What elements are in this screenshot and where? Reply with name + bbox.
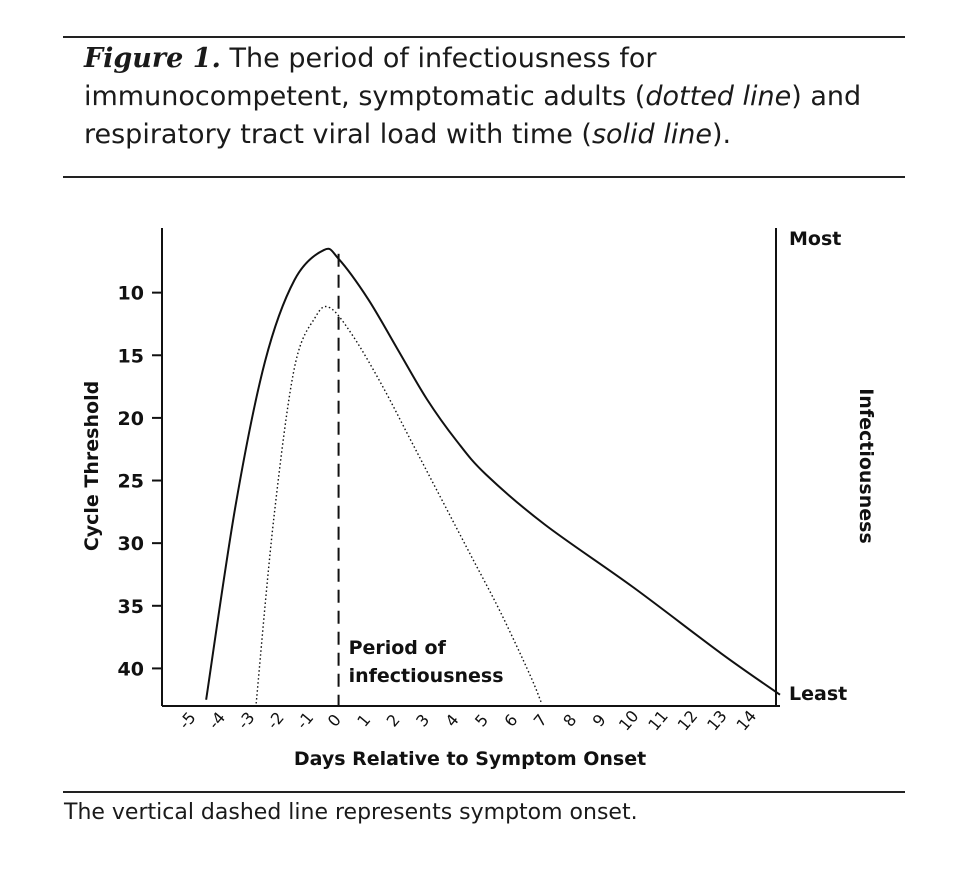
y-axis-label: Cycle Threshold [81, 381, 103, 551]
x-tick-label: 11 [644, 707, 672, 735]
y-ticks: 10 15 20 25 30 35 40 [118, 283, 162, 680]
annotation-period-of: Period of [349, 637, 447, 659]
x-tick-label: -5 [175, 708, 200, 732]
viral-load-solid-line [205, 247, 781, 700]
x-ticks: -5 -4 -3 -2 -1 0 1 2 3 4 5 6 7 8 9 10 11 12 13 14 [175, 707, 760, 735]
x-tick-label: 2 [383, 710, 404, 730]
footnote-rule [63, 791, 905, 793]
right-axis-label: Infectiousness [855, 388, 877, 544]
y-tick-label: 35 [118, 596, 144, 618]
y-tick-label: 10 [118, 283, 144, 305]
x-tick-label: 0 [324, 710, 345, 730]
x-tick-label: 4 [442, 710, 463, 730]
caption-bottom-rule [63, 176, 905, 178]
x-tick-label: 12 [674, 707, 702, 735]
x-tick-label: 3 [412, 710, 433, 730]
series-layer [205, 247, 781, 704]
y-tick-label: 20 [118, 408, 144, 430]
caption-text-1: The period of infectiousness for immunoc… [84, 43, 657, 112]
y-tick-label: 40 [118, 658, 144, 680]
caption-top-rule [63, 36, 905, 38]
x-axis-label: Days Relative to Symptom Onset [294, 748, 646, 770]
x-tick-label: 13 [703, 707, 731, 735]
figure-label: Figure 1. [84, 43, 221, 74]
right-axis-least-label: Least [789, 683, 847, 705]
caption-text-3: ). [712, 119, 732, 150]
x-tick-label: 5 [471, 710, 492, 730]
x-tick-label: -1 [293, 708, 318, 732]
x-tick-label: 7 [530, 710, 551, 730]
x-tick-label: 10 [615, 707, 643, 735]
x-tick-label: 1 [353, 710, 374, 730]
x-tick-label: -3 [234, 708, 259, 732]
footnote: The vertical dashed line represents symp… [64, 800, 638, 825]
x-tick-label: 9 [589, 710, 610, 730]
x-tick-label: -4 [204, 708, 229, 732]
caption-text-2: ) and respiratory tract viral load with … [84, 81, 862, 150]
x-tick-label: -2 [263, 708, 288, 732]
figure-caption: Figure 1. The period of infectiousness f… [84, 40, 904, 154]
x-tick-label: 8 [559, 710, 580, 730]
caption-dotted-term: dotted line [645, 81, 792, 112]
y-tick-label: 15 [118, 345, 144, 367]
caption-solid-term: solid line [591, 119, 713, 150]
y-tick-label: 25 [118, 471, 144, 493]
annotation-infectiousness: infectiousness [349, 665, 504, 687]
x-tick-label: 6 [500, 710, 521, 730]
x-tick-label: 14 [733, 707, 761, 735]
right-axis-most-label: Most [789, 228, 841, 250]
y-tick-label: 30 [118, 533, 144, 555]
